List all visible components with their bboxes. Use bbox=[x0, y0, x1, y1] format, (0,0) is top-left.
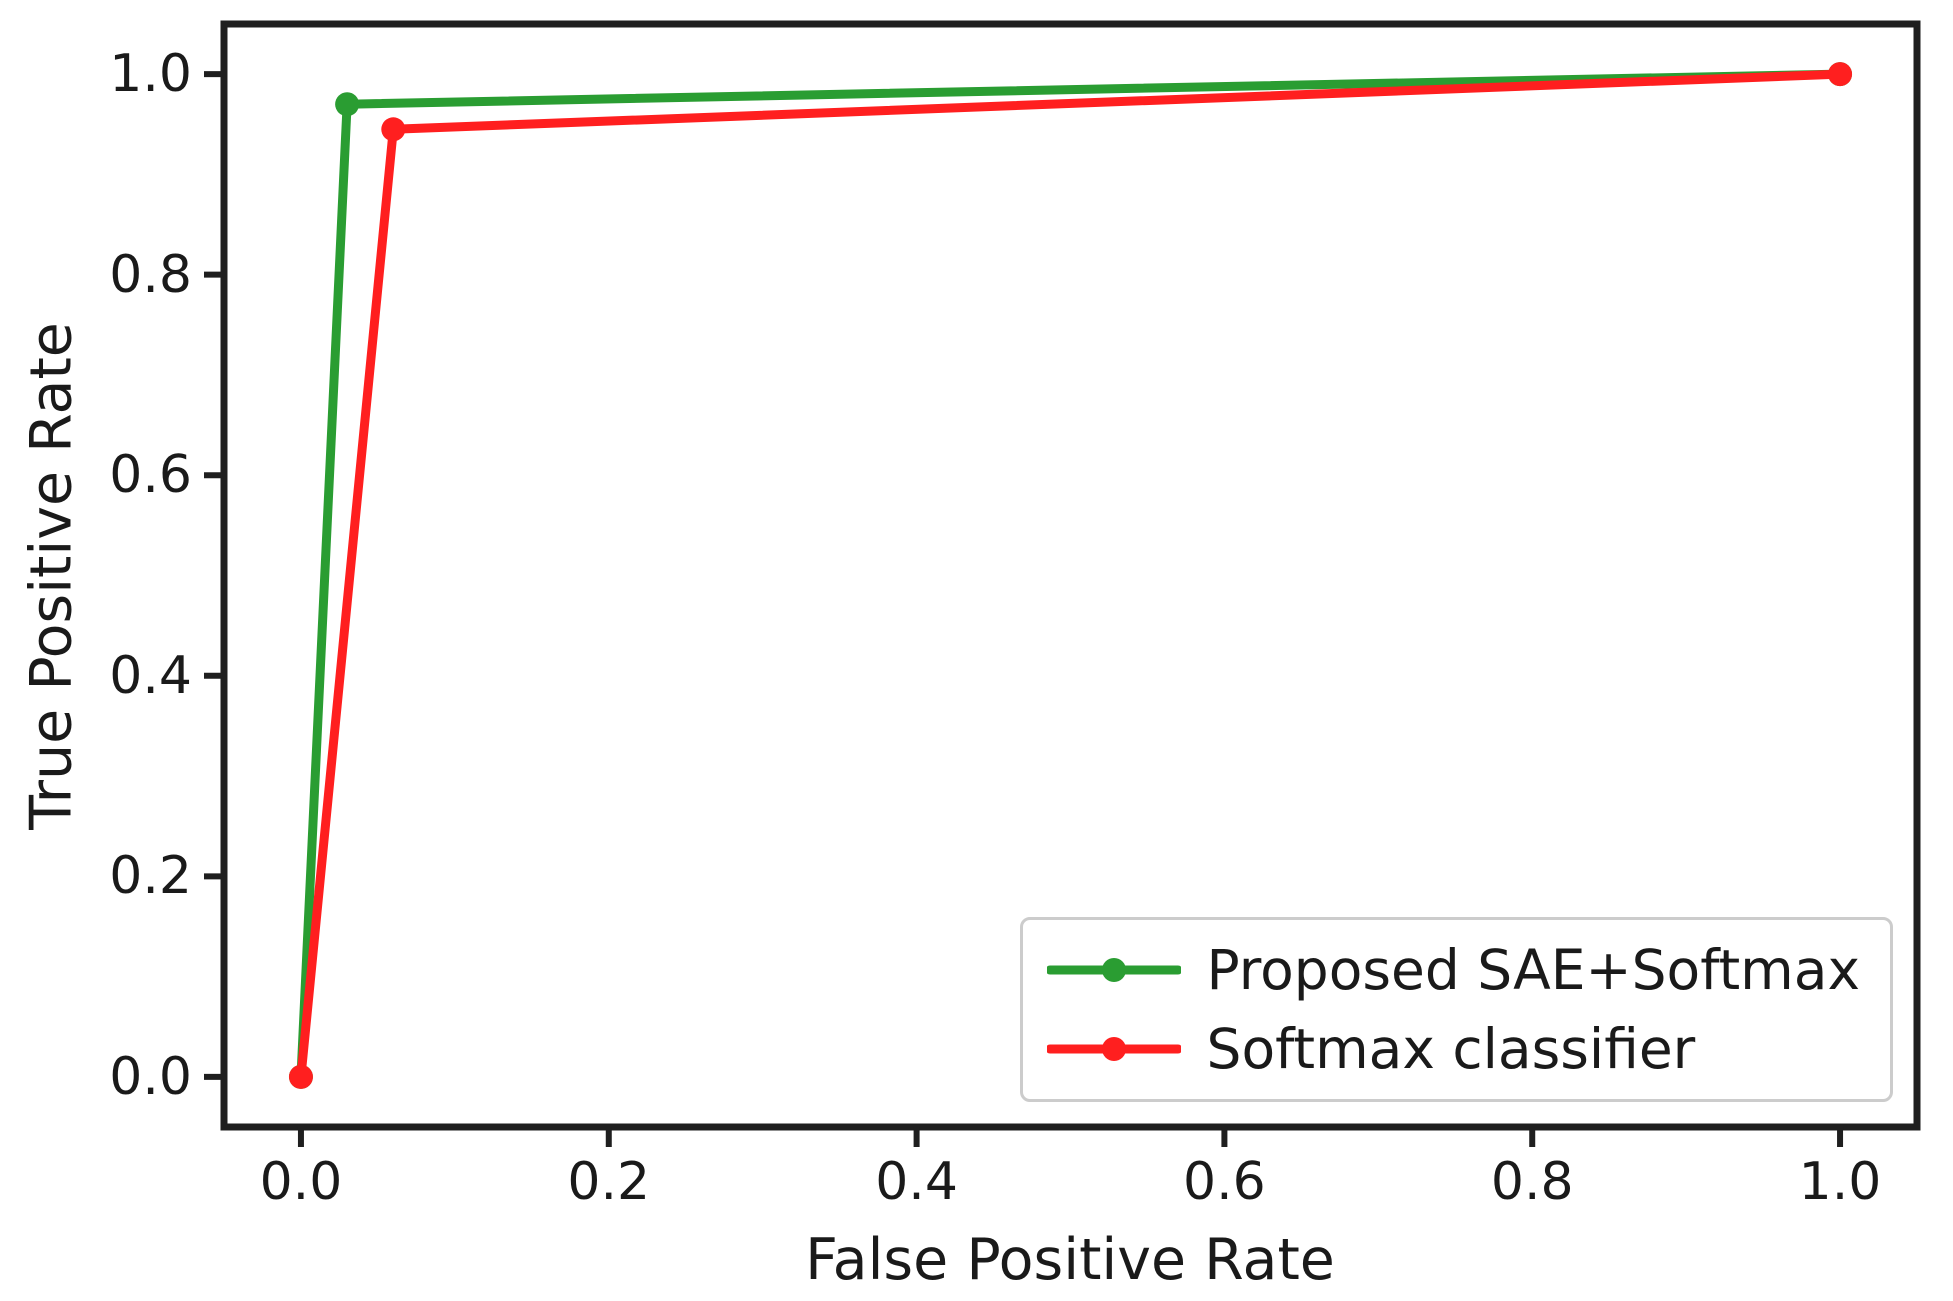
legend-label: Proposed SAE+Softmax bbox=[1206, 938, 1860, 1002]
legend-line-marker-icon bbox=[1046, 958, 1181, 983]
x-tick-label: 0.4 bbox=[875, 1152, 958, 1212]
x-tick-label: 0.2 bbox=[567, 1152, 651, 1212]
x-axis-label: False Positive Rate bbox=[805, 1227, 1335, 1293]
y-tick-label: 0.0 bbox=[109, 1046, 192, 1107]
y-tick-label: 0.2 bbox=[109, 846, 192, 907]
plot-area-border bbox=[220, 20, 1921, 1131]
legend-marker-dot bbox=[1101, 958, 1126, 983]
legend-label: Softmax classifier bbox=[1206, 1016, 1696, 1081]
x-tick-label: 1.0 bbox=[1798, 1152, 1882, 1212]
x-tick-label: 0.8 bbox=[1490, 1152, 1574, 1212]
y-tick-label: 0.8 bbox=[109, 244, 192, 305]
legend-entry-proposed-sae-softmax: Proposed SAE+Softmax bbox=[1046, 938, 1860, 1002]
y-tick-label: 0.6 bbox=[109, 445, 192, 506]
data-point-marker-proposed-sae-softmax bbox=[335, 92, 360, 117]
y-tick-label: 1.0 bbox=[109, 44, 192, 105]
data-point-marker-softmax-classifier bbox=[381, 117, 406, 142]
data-point-marker-softmax-classifier bbox=[1828, 62, 1853, 87]
y-axis-ticks bbox=[204, 71, 224, 1080]
y-axis-label: True Positive Rate bbox=[18, 322, 85, 830]
data-point-marker-softmax-classifier bbox=[288, 1064, 313, 1089]
legend-marker-dot bbox=[1101, 1036, 1126, 1061]
x-tick-label: 0.6 bbox=[1183, 1152, 1266, 1212]
legend-line-marker-icon bbox=[1046, 1036, 1181, 1061]
legend-box: Proposed SAE+Softmax Softmax classifier bbox=[1019, 917, 1893, 1102]
legend-entry-softmax-classifier: Softmax classifier bbox=[1046, 1016, 1860, 1081]
y-tick-label: 0.4 bbox=[109, 645, 192, 706]
x-axis-ticks bbox=[297, 1127, 1844, 1147]
x-tick-label: 0.0 bbox=[259, 1152, 343, 1212]
